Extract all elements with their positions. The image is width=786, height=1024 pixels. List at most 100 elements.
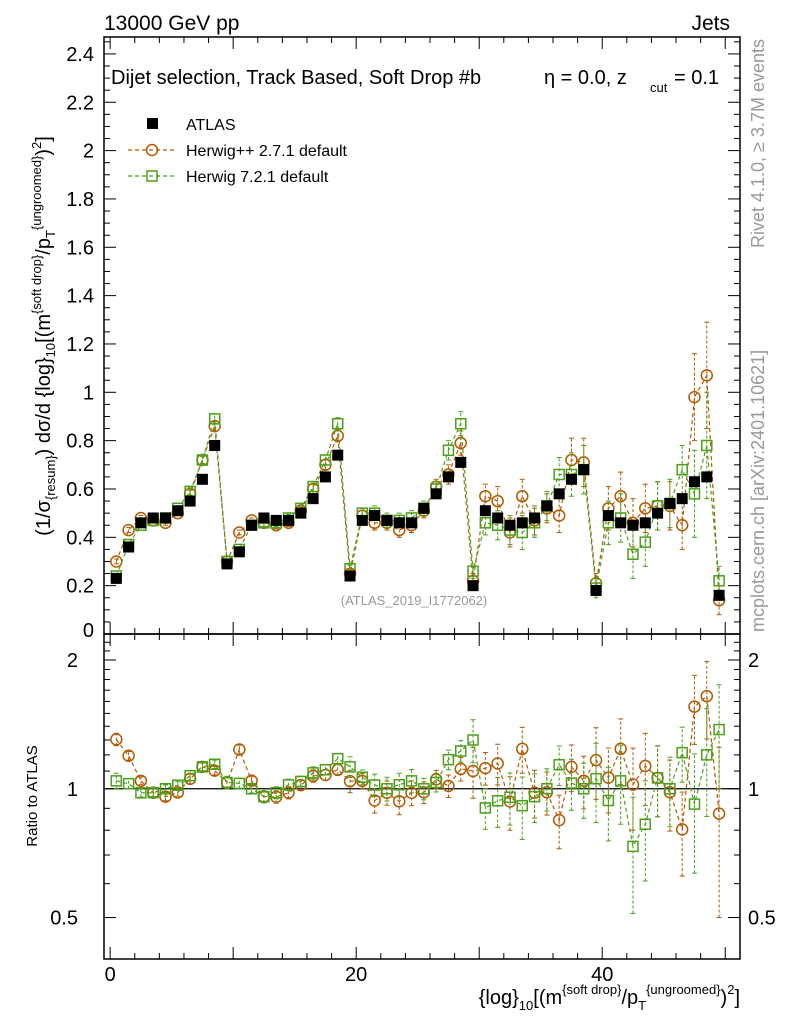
data-point-herwig7 [467,565,479,577]
ratio-point-herwig7 [381,783,393,795]
x-axis-label: {log}10[(m{soft drop}/pT{ungroomed})2] [479,982,740,1013]
ratio-point-herwig7 [135,787,147,799]
main-series [110,321,726,616]
ratio-point-herwig7 [516,799,529,812]
data-point-atlas [221,558,233,570]
ratio-point-herwig7 [578,783,590,795]
y-tick-label: 1 [83,382,94,404]
ratio-point-herwig7 [442,753,455,766]
ratio-y-ticks: 0.5 0.5 1 1 2 2 [50,633,776,960]
data-point-herwigpp [639,502,652,515]
data-point-atlas [602,510,614,522]
ratio-point-herwigpp [122,749,135,762]
y-tick-label: 1.8 [66,189,94,211]
analysis-watermark: (ATLAS_2019_I1772062) [341,593,487,608]
data-point-herwig7 [455,417,467,430]
ratio-y-axis-label: Ratio to ATLAS [24,745,41,846]
data-point-herwigpp [700,369,714,382]
data-point-herwig7 [627,548,639,560]
ratio-point-herwig7 [553,758,565,771]
ratio-point-herwig7 [627,840,639,853]
y-tick-label: 2.2 [66,92,94,114]
data-point-atlas [258,512,270,524]
data-point-atlas [541,500,553,512]
y-tick-label: 0.8 [66,431,94,453]
ratio-point-herwigpp [688,700,701,713]
data-point-atlas [123,541,135,553]
data-point-atlas [492,512,504,524]
data-point-atlas [270,514,282,526]
data-point-herwig7 [553,468,565,481]
legend: ATLAS Herwig++ 2.7.1 default Herwig 7.2.… [128,117,348,186]
data-point-herwig7 [479,517,492,529]
ratio-point-herwigpp [712,807,726,820]
data-point-atlas [676,493,688,505]
y-tick-label-zero: 0 [83,620,94,642]
ratio-point-herwig7 [258,790,270,803]
data-point-atlas [479,505,491,517]
data-point-herwigpp [552,509,566,522]
ratio-y-tick-label-right: 0.5 [748,908,776,930]
data-point-herwigpp [688,390,701,404]
ratio-point-herwigpp [639,759,652,773]
data-point-herwigpp [675,518,689,532]
ratio-point-herwig7 [295,775,307,788]
plot-title-eta: η = 0.0, z [544,67,627,89]
y-tick-label: 1.2 [66,334,94,356]
legend-label-herwig7: Herwig 7.2.1 default [186,169,329,186]
legend-item-herwigpp: Herwig++ 2.7.1 default [128,143,348,160]
ratio-point-herwig7 [405,775,418,787]
y-tick-label: 2 [83,141,94,163]
ratio-point-herwig7 [701,749,713,761]
ratio-point-herwigpp [700,689,714,703]
data-point-atlas [209,439,221,451]
legend-item-atlas: ATLAS [147,117,236,134]
ratio-frame [103,633,741,960]
ratio-point-herwig7 [282,779,295,791]
ratio-point-herwig7 [270,786,282,799]
data-point-atlas [590,584,602,596]
ratio-point-herwig7 [184,769,196,782]
x-tick-label: 40 [591,964,613,986]
data-point-herwig7 [701,439,713,452]
data-point-atlas [516,517,528,529]
data-point-herwigpp [122,523,135,537]
ratio-x-ticks: 0 20 40 [105,634,726,986]
ratio-point-herwig7 [307,767,319,779]
data-point-herwig7 [307,480,319,493]
ratio-point-herwig7 [639,818,652,831]
ratio-point-herwig7 [368,779,381,791]
ratio-point-herwigpp [208,764,221,777]
ratio-point-herwig7 [688,798,701,810]
data-point-atlas [652,507,664,519]
ratio-point-herwigpp [626,778,640,791]
data-point-herwig7 [331,417,344,430]
data-point-atlas [442,471,454,483]
ratio-point-herwig7 [393,779,405,791]
ratio-point-herwig7 [565,777,578,789]
main-x-ticks [109,37,726,634]
legend-label-herwigpp: Herwig++ 2.7.1 default [186,143,348,160]
x-tick-label: 20 [345,964,367,986]
data-point-atlas [467,580,479,592]
data-point-atlas [332,449,344,461]
ratio-point-herwigpp [479,761,492,775]
data-point-atlas [504,519,516,531]
ratio-point-herwig7 [319,764,332,776]
data-point-herwig7 [713,575,725,587]
ratio-series-herwigpp [110,660,726,919]
data-point-atlas [418,502,430,514]
data-point-herwigpp [491,494,504,508]
legend-label-atlas: ATLAS [186,117,236,134]
data-point-atlas [553,488,565,500]
data-point-atlas [529,512,541,524]
ratio-y-tick-label: 0.5 [50,908,78,930]
ratio-point-herwig7 [172,779,184,791]
ratio-point-herwig7 [590,772,602,785]
ratio-point-herwig7 [344,761,356,773]
data-point-atlas [233,546,245,558]
header-right: Jets [691,12,730,35]
ratio-point-herwig7 [147,786,159,799]
ratio-point-herwig7 [159,783,172,795]
data-point-atlas [565,473,577,485]
